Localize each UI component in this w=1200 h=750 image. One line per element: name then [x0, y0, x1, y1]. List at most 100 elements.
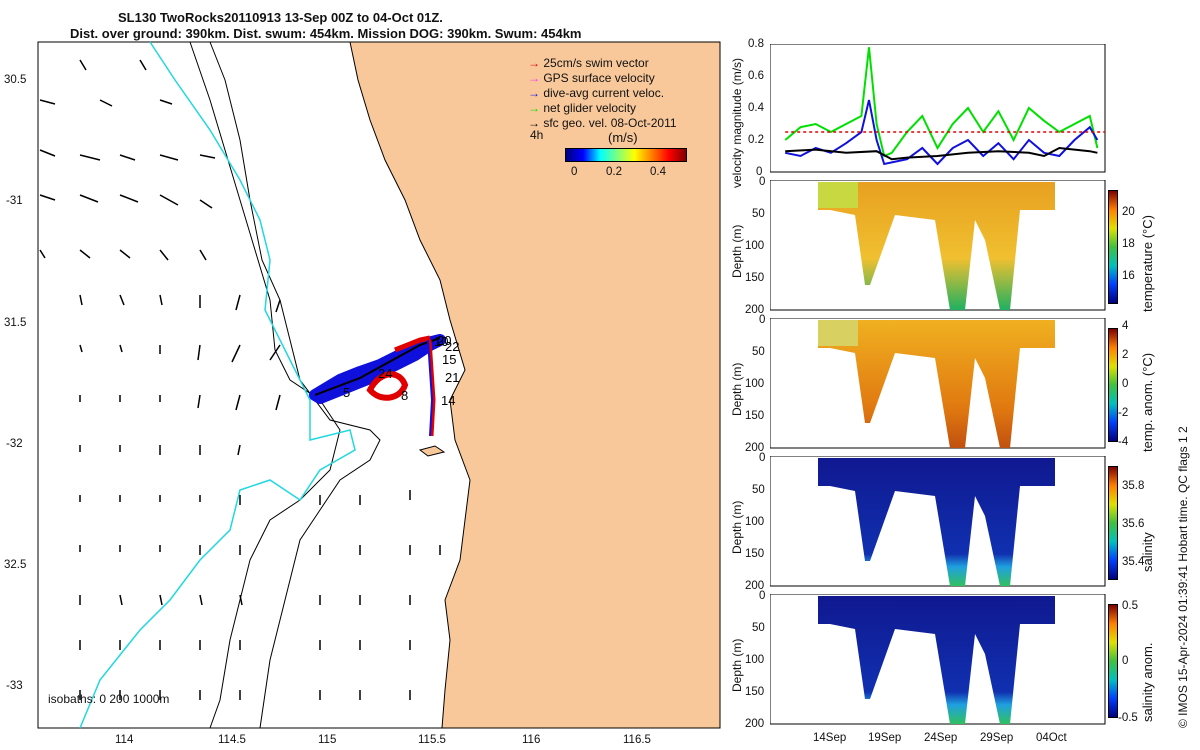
- temperature-section: [770, 180, 1106, 311]
- time-mark: 4h: [530, 128, 544, 142]
- depth-label: Depth (m): [730, 638, 744, 692]
- temperature-colorbar: [1108, 190, 1118, 304]
- legend-item: → GPS surface velocity: [528, 71, 655, 85]
- sal-anomaly-label: salinity anom.: [1140, 642, 1155, 722]
- colorbar-tick: 0.2: [606, 166, 622, 178]
- temp-cbar-tick: 16: [1122, 270, 1135, 282]
- temp-cbar-tick: 20: [1122, 206, 1135, 218]
- title-line-2: Dist. over ground: 390km. Dist. swum: 45…: [70, 26, 582, 41]
- day-label: 21: [445, 370, 459, 385]
- salinity-label: salinity: [1140, 532, 1155, 572]
- tanom-cbar-tick: -4: [1118, 436, 1129, 448]
- day-label: 10: [434, 334, 448, 349]
- sanom-cbar-tick: 0: [1122, 655, 1129, 667]
- depth-tick: 200: [745, 718, 765, 730]
- velocity-tick: 0.2: [748, 134, 764, 146]
- velocity-tick: 0: [756, 166, 763, 178]
- salinity-section: [770, 456, 1106, 587]
- depth-label: Depth (m): [730, 224, 744, 278]
- day-label: 5: [343, 385, 350, 400]
- depth-tick: 200: [745, 442, 765, 454]
- depth-tick: 50: [752, 346, 765, 358]
- sal-anomaly-colorbar: [1108, 604, 1118, 718]
- map-y-tick: 31.5: [4, 317, 27, 329]
- depth-tick: 0: [759, 452, 766, 464]
- salinity-colorbar: [1108, 466, 1118, 580]
- colorbar: [565, 148, 687, 162]
- velocity-tick: 0.6: [748, 70, 764, 82]
- sanom-cbar-tick: 0.5: [1122, 600, 1138, 612]
- depth-tick: 150: [745, 686, 765, 698]
- depth-tick: 150: [745, 272, 765, 284]
- map-x-tick: 116.5: [623, 734, 651, 746]
- depth-tick: 50: [752, 484, 765, 496]
- velocity-tick: 0.4: [748, 102, 764, 114]
- map-y-tick: -31: [6, 195, 23, 207]
- legend-item: → dive-avg current veloc.: [528, 86, 665, 100]
- legend-item: → net glider velocity: [528, 101, 637, 115]
- temp-cbar-tick: 18: [1122, 238, 1135, 250]
- colorbar-label: (m/s): [608, 130, 638, 145]
- tanom-cbar-tick: 2: [1122, 349, 1129, 361]
- time-tick: 14Sep: [813, 732, 847, 744]
- temp-anomaly-colorbar: [1108, 328, 1118, 442]
- time-tick: 19Sep: [868, 732, 902, 744]
- time-tick: 29Sep: [980, 732, 1014, 744]
- temperature-label: temperature (°C): [1140, 215, 1155, 312]
- map-x-tick: 114.5: [218, 734, 246, 746]
- sal-cbar-tick: 35.6: [1122, 518, 1145, 530]
- depth-label: Depth (m): [730, 362, 744, 416]
- velocity-ylabel: velocity magnitude (m/s): [730, 57, 744, 188]
- map-x-tick: 115.5: [418, 734, 446, 746]
- sal-cbar-tick: 35.8: [1122, 480, 1145, 492]
- title-line-1: SL130 TwoRocks20110913 13-Sep 00Z to 04-…: [118, 10, 443, 25]
- depth-tick: 100: [745, 378, 765, 390]
- depth-tick: 100: [745, 654, 765, 666]
- depth-tick: 0: [759, 314, 766, 326]
- colorbar-tick: 0.4: [650, 166, 666, 178]
- salinity-anomaly-section: [770, 594, 1106, 725]
- map-y-tick: 32.5: [4, 559, 27, 571]
- temp-anomaly-section: [770, 318, 1106, 449]
- depth-tick: 50: [752, 208, 765, 220]
- tanom-cbar-tick: -2: [1118, 407, 1129, 419]
- depth-tick: 100: [745, 516, 765, 528]
- time-tick: 24Sep: [924, 732, 958, 744]
- map-x-tick: 116: [522, 734, 541, 746]
- day-label: 15: [442, 352, 456, 367]
- depth-tick: 200: [745, 304, 765, 316]
- sal-cbar-tick: 35.4: [1122, 556, 1145, 568]
- depth-tick: 50: [752, 622, 765, 634]
- day-label: 8: [401, 388, 408, 403]
- isobaths-label: isobaths: 0 200 1000m: [48, 692, 170, 706]
- depth-tick: 0: [759, 176, 766, 188]
- time-tick: 04Oct: [1036, 732, 1067, 744]
- velocity-tick: 0.8: [748, 38, 764, 50]
- day-label: 22: [445, 339, 459, 354]
- footer-credit: © IMOS 15-Apr-2024 01:39:41 Hobart time.…: [1176, 426, 1190, 728]
- velocity-chart: [770, 44, 1106, 173]
- legend-item: → 25cm/s swim vector: [528, 56, 649, 70]
- map-x-tick: 115: [318, 734, 337, 746]
- colorbar-tick: 0: [571, 166, 578, 178]
- series-line-sfc-geo-vel-: [785, 146, 1098, 161]
- depth-tick: 150: [745, 548, 765, 560]
- depth-tick: 200: [745, 580, 765, 592]
- map-x-tick: 114: [115, 734, 134, 746]
- map-y-tick: -33: [6, 680, 23, 692]
- day-label: 20: [437, 333, 451, 348]
- temp-anomaly-label: temp. anom. (°C): [1140, 352, 1155, 452]
- day-label: 14: [441, 393, 455, 408]
- day-label: 24: [378, 366, 392, 381]
- depth-tick: 100: [745, 240, 765, 252]
- tanom-cbar-tick: 4: [1122, 320, 1129, 332]
- map-y-tick: -32: [6, 438, 23, 450]
- map-y-tick: 30.5: [4, 74, 27, 86]
- depth-tick: 150: [745, 410, 765, 422]
- depth-label: Depth (m): [730, 500, 744, 554]
- legend-item: → sfc geo. vel. 08-Oct-2011: [528, 116, 677, 130]
- tanom-cbar-tick: 0: [1122, 378, 1129, 390]
- depth-tick: 0: [759, 590, 766, 602]
- map-legend: → 25cm/s swim vector → GPS surface veloc…: [528, 56, 677, 131]
- sanom-cbar-tick: -0.5: [1118, 712, 1138, 724]
